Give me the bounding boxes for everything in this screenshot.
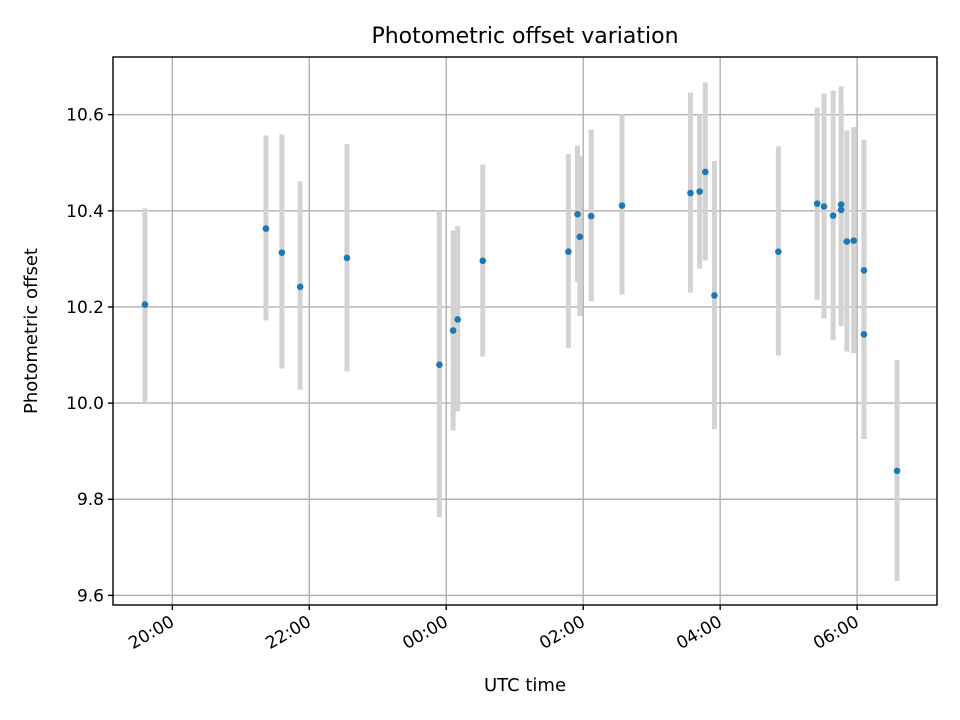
data-point xyxy=(837,206,845,214)
data-points xyxy=(141,168,901,475)
data-point xyxy=(820,203,828,210)
data-point xyxy=(576,233,584,241)
data-point xyxy=(296,283,304,291)
y-tick-label: 9.8 xyxy=(77,490,104,510)
x-axis-label: UTC time xyxy=(484,675,566,696)
data-point xyxy=(343,254,351,262)
data-point xyxy=(436,361,443,368)
chart-title: Photometric offset variation xyxy=(371,24,678,49)
data-point xyxy=(687,189,694,197)
y-tick-label: 10.0 xyxy=(66,394,104,414)
y-axis-label: Photometric offset xyxy=(21,248,42,414)
data-point xyxy=(829,212,837,219)
data-point xyxy=(813,200,821,207)
y-tick-label: 10.2 xyxy=(66,298,104,318)
y-tick-label: 10.6 xyxy=(66,106,104,126)
data-point xyxy=(449,327,457,334)
x-tick-label: 06:00 xyxy=(810,612,862,654)
x-tick-label: 04:00 xyxy=(673,612,725,654)
data-point xyxy=(574,210,581,218)
x-tick-label: 00:00 xyxy=(399,612,451,654)
grid-lines xyxy=(113,57,937,605)
y-axis-ticks: 9.6 9.8 10.0 10.2 10.4 10.6 xyxy=(66,106,113,606)
data-point xyxy=(454,316,461,323)
x-tick-label: 20:00 xyxy=(125,612,177,654)
data-point xyxy=(696,188,703,195)
data-point xyxy=(860,267,868,274)
data-point xyxy=(843,238,851,245)
x-axis-ticks: 20:00 22:00 00:00 02:00 04:00 06:00 xyxy=(125,605,863,654)
y-tick-label: 9.6 xyxy=(77,586,104,606)
data-point xyxy=(141,301,149,308)
data-point xyxy=(850,237,857,244)
y-tick-label: 10.4 xyxy=(66,202,104,222)
data-point xyxy=(618,202,626,209)
data-point xyxy=(775,248,782,255)
x-tick-label: 22:00 xyxy=(262,612,314,654)
data-point xyxy=(565,248,572,255)
data-point xyxy=(893,467,901,475)
data-point xyxy=(860,331,868,338)
plot-frame xyxy=(112,56,938,606)
error-bars xyxy=(142,82,900,581)
data-point xyxy=(587,212,595,220)
data-point xyxy=(837,201,845,208)
data-point xyxy=(702,168,709,176)
data-point xyxy=(711,292,718,299)
x-tick-label: 02:00 xyxy=(536,612,588,654)
data-point xyxy=(479,257,487,265)
data-point xyxy=(262,225,270,232)
data-point xyxy=(278,249,286,256)
